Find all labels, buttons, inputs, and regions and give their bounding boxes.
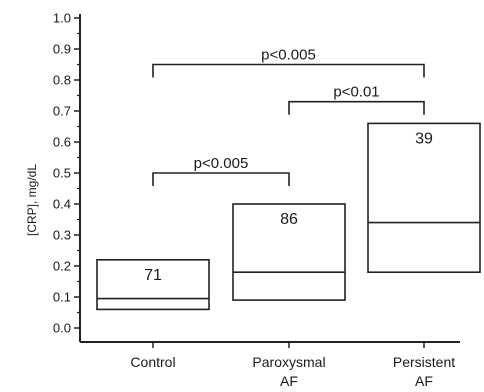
y-tick-label-1: 0.1 [53,290,71,305]
y-tick-label-9: 0.9 [53,42,71,57]
bracket-label-1: p<0.01 [333,84,379,101]
bracket-0 [152,172,290,186]
y-axis-label: [CRP], mg/dL [25,164,39,236]
box-n-label-1: 86 [280,211,298,228]
y-tick-label-6: 0.6 [53,135,71,150]
y-tick-label-5: 0.5 [53,166,71,181]
bracket-1 [288,100,425,115]
category-label-1: Paroxysmal [252,354,325,370]
category-label-2: Persistent [393,354,455,370]
y-tick-label-7: 0.7 [53,104,71,119]
box-n-label-0: 71 [144,267,162,284]
y-tick-label-0: 0.0 [53,321,71,336]
y-tick-label-2: 0.2 [53,259,71,274]
y-axis: 0.0 0.1 0.2 0.3 0.4 0.5 0.6 0.7 0.8 0.9 1.0 [53,11,460,348]
bracket-label-0: p<0.005 [194,155,249,172]
category-sublabel-1: AF [280,373,298,389]
box-0 [96,258,210,311]
bracket-label-2: p<0.005 [261,47,316,64]
y-tick-label-4: 0.4 [53,197,71,212]
box-n-label-2: 39 [415,130,433,147]
box-1 [232,203,346,301]
category-label-0: Control [130,354,175,370]
box-2 [367,122,481,274]
box-plots: 71 86 39 [96,122,481,311]
y-tick-label-3: 0.3 [53,228,71,243]
significance-brackets: p<0.005 p<0.01 p<0.005 [152,47,425,186]
y-tick-label-8: 0.8 [53,73,71,88]
category-sublabel-2: AF [415,373,433,389]
y-tick-label-10: 1.0 [53,11,71,26]
category-labels: Control Paroxysmal AF Persistent AF [130,354,455,389]
bracket-2 [152,63,425,78]
